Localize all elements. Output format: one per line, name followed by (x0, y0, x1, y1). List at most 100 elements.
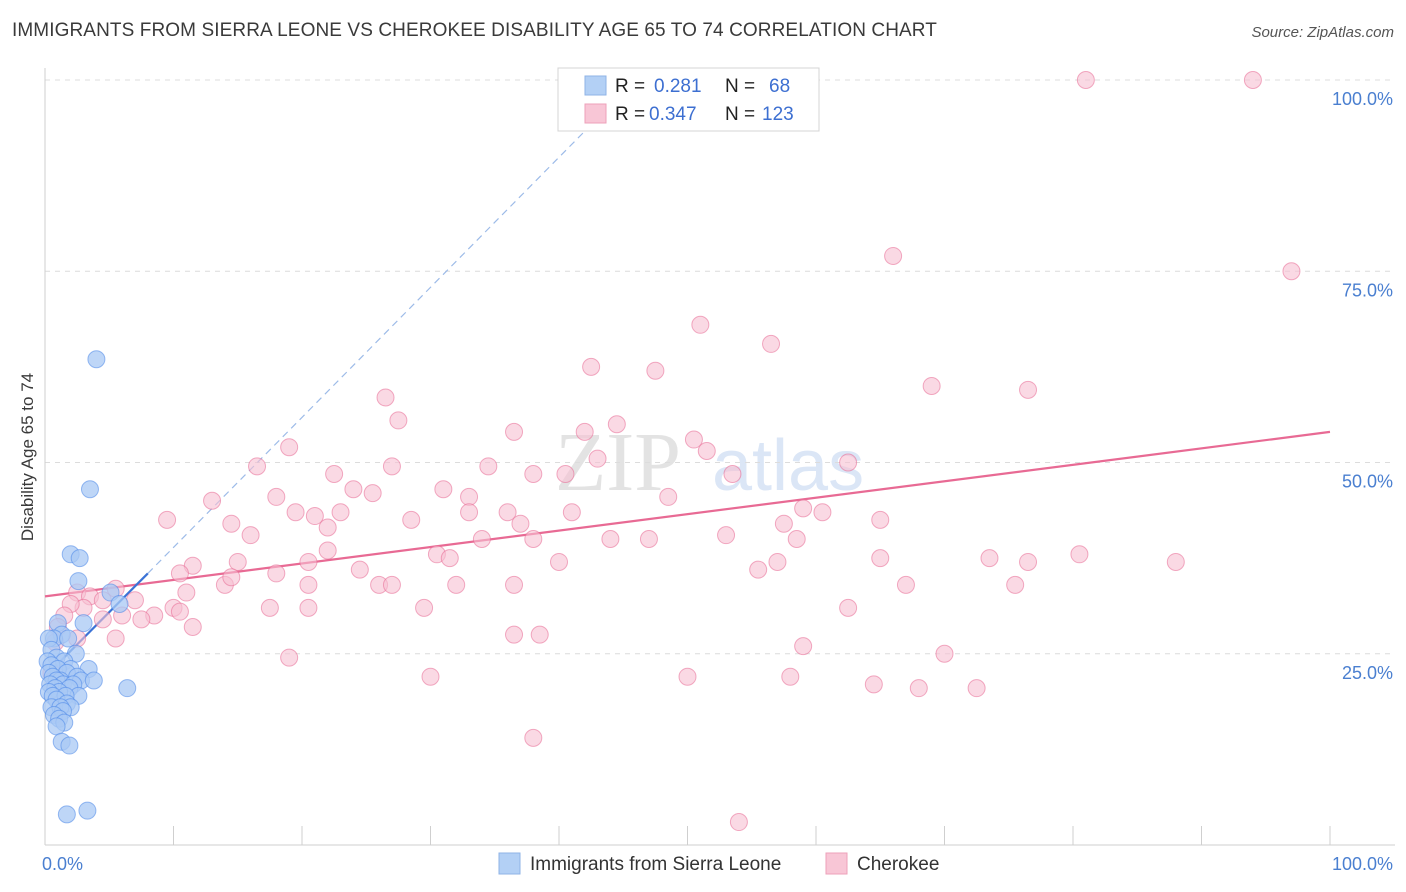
point-cherokee (170, 564, 189, 583)
point-cherokee (299, 598, 318, 617)
legend-swatch-cherokee (584, 103, 607, 124)
point-cherokee (350, 560, 369, 579)
point-cherokee (524, 728, 543, 747)
trend-lines (44, 117, 1331, 678)
legend-n-value-2: 123 (762, 104, 794, 125)
point-cherokee (524, 464, 543, 483)
point-cherokee (935, 644, 954, 663)
point-cherokee (299, 575, 318, 594)
point-cherokee (717, 526, 736, 545)
point-cherokee (325, 464, 344, 483)
point-cherokee (382, 575, 401, 594)
point-cherokee (305, 507, 324, 526)
point-cherokee (222, 514, 241, 533)
point-cherokee (1282, 262, 1301, 281)
point-cherokee (678, 667, 697, 686)
point-cherokee (787, 530, 806, 548)
point-cherokee (505, 575, 524, 594)
point-cherokee (344, 480, 363, 499)
y-tick-label: 25.0% (1342, 663, 1393, 683)
point-cherokee (421, 667, 440, 686)
y-axis-label: Disability Age 65 to 74 (18, 373, 37, 541)
point-cherokee (980, 549, 999, 568)
point-cherokee (505, 625, 524, 644)
point-cherokee (363, 484, 382, 503)
point-cherokee (93, 610, 112, 629)
point-cherokee (1019, 380, 1038, 399)
point-cherokee (864, 675, 883, 694)
point-cherokee (440, 549, 459, 568)
point-cherokee (524, 530, 543, 548)
point-cherokee (588, 449, 607, 468)
point-cherokee (967, 679, 986, 698)
point-sierra-leone (87, 350, 106, 369)
point-cherokee (267, 487, 286, 506)
point-cherokee (472, 530, 491, 548)
point-cherokee (1006, 575, 1025, 594)
point-sierra-leone (70, 549, 89, 568)
point-cherokee (582, 357, 601, 376)
point-cherokee (909, 679, 928, 698)
series-legend: Immigrants from Sierra Leone Cherokee (498, 852, 939, 875)
point-cherokee (132, 610, 151, 629)
point-cherokee (562, 503, 581, 522)
point-cherokee (646, 361, 665, 380)
point-cherokee (331, 503, 350, 522)
point-sierra-leone (84, 671, 103, 690)
point-sierra-leone (47, 717, 66, 736)
point-cherokee (839, 598, 858, 617)
point-cherokee (684, 430, 703, 449)
point-cherokee (639, 530, 658, 548)
bottom-legend-swatch-cherokee (825, 852, 848, 875)
point-cherokee (1243, 71, 1262, 89)
trend-line-cherokee (44, 430, 1331, 598)
point-cherokee (498, 503, 517, 522)
bottom-legend-label-sierra-leone: Immigrants from Sierra Leone (530, 854, 781, 875)
data-points (38, 71, 1301, 832)
legend-swatch-sierra-leone (584, 75, 607, 96)
point-cherokee (884, 246, 903, 265)
point-cherokee (318, 518, 337, 537)
y-tick-label: 75.0% (1342, 280, 1393, 300)
point-cherokee (505, 422, 524, 441)
point-sierra-leone (57, 805, 76, 824)
point-cherokee (479, 457, 498, 476)
axes (44, 68, 1395, 846)
point-cherokee (794, 637, 813, 656)
point-cherokee (922, 377, 941, 395)
point-cherokee (183, 617, 202, 636)
point-sierra-leone (80, 480, 99, 499)
stats-legend: R = 0.281 N = 68 R = 0.347 N = 123 (557, 67, 820, 132)
legend-n-label-1: N = (725, 76, 755, 97)
point-cherokee (839, 453, 858, 472)
point-cherokee (280, 438, 299, 457)
point-cherokee (607, 415, 626, 434)
legend-r-value-2: 0.347 (649, 104, 697, 125)
bottom-legend-swatch-sierra-leone (498, 852, 521, 875)
legend-r-value-1: 0.281 (654, 76, 702, 97)
point-cherokee (768, 552, 787, 571)
point-cherokee (415, 598, 434, 617)
chart-title: IMMIGRANTS FROM SIERRA LEONE VS CHEROKEE… (12, 20, 937, 41)
point-cherokee (556, 464, 575, 483)
point-cherokee (774, 514, 793, 533)
point-cherokee (697, 442, 716, 461)
y-tick-label: 100.0% (1332, 89, 1393, 109)
point-cherokee (299, 552, 318, 571)
point-cherokee (228, 552, 247, 571)
point-cherokee (781, 667, 800, 686)
x-tick-label-max: 100.0% (1332, 854, 1393, 874)
point-cherokee (1070, 545, 1089, 564)
point-cherokee (530, 625, 549, 644)
point-cherokee (286, 503, 305, 522)
point-cherokee (376, 388, 395, 407)
point-cherokee (723, 464, 742, 483)
point-cherokee (813, 503, 832, 522)
legend-r-label-1: R = (615, 76, 645, 97)
point-cherokee (691, 315, 710, 334)
point-sierra-leone (59, 629, 78, 648)
point-cherokee (158, 510, 177, 529)
point-cherokee (260, 598, 279, 617)
point-cherokee (203, 491, 222, 510)
